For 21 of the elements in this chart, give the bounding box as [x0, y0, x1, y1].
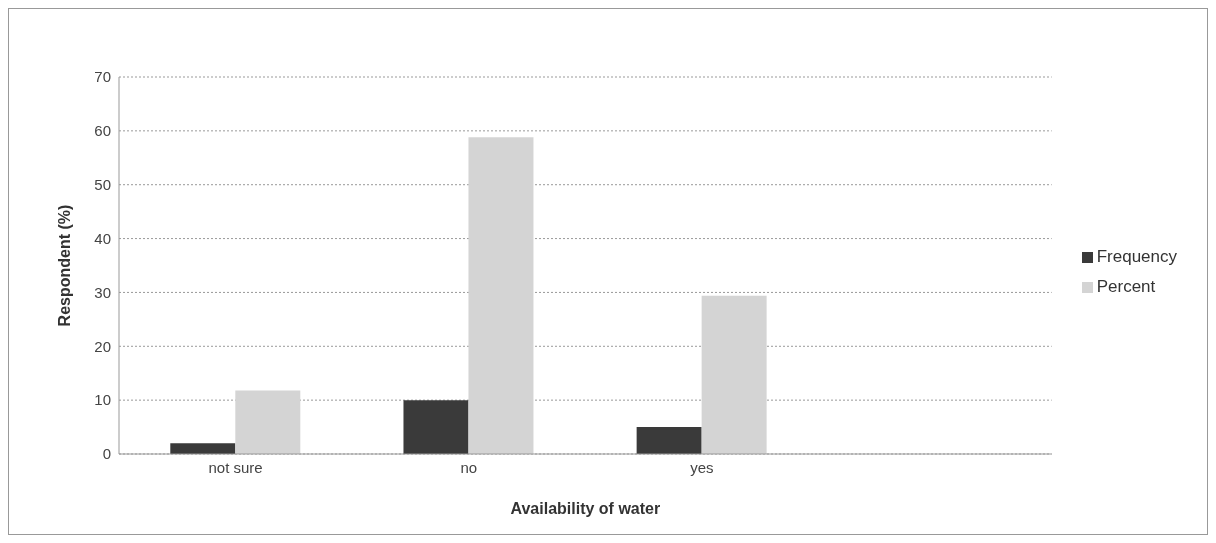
y-tick-label: 20 [94, 337, 111, 355]
y-tick-label: 50 [94, 176, 111, 194]
y-tick-label: 60 [94, 122, 111, 140]
legend-label: Percent [1096, 276, 1156, 296]
bar [636, 427, 702, 454]
y-tick-label: 70 [94, 68, 111, 86]
x-tick-label: not sure [208, 458, 263, 476]
bar [170, 443, 236, 454]
y-tick-label: 30 [94, 283, 111, 301]
x-tick-label: no [460, 458, 478, 476]
x-axis-title: Availability of water [510, 500, 661, 517]
bar [235, 390, 301, 454]
x-tick-label: yes [690, 458, 714, 476]
y-tick-label: 10 [94, 391, 111, 409]
bar [468, 137, 534, 454]
bar [701, 295, 767, 454]
legend-label: Frequency [1096, 246, 1177, 266]
y-axis-title: Respondent (%) [55, 204, 73, 327]
y-tick-label: 0 [102, 445, 111, 463]
y-tick-label: 40 [94, 229, 111, 247]
bar [403, 400, 469, 454]
